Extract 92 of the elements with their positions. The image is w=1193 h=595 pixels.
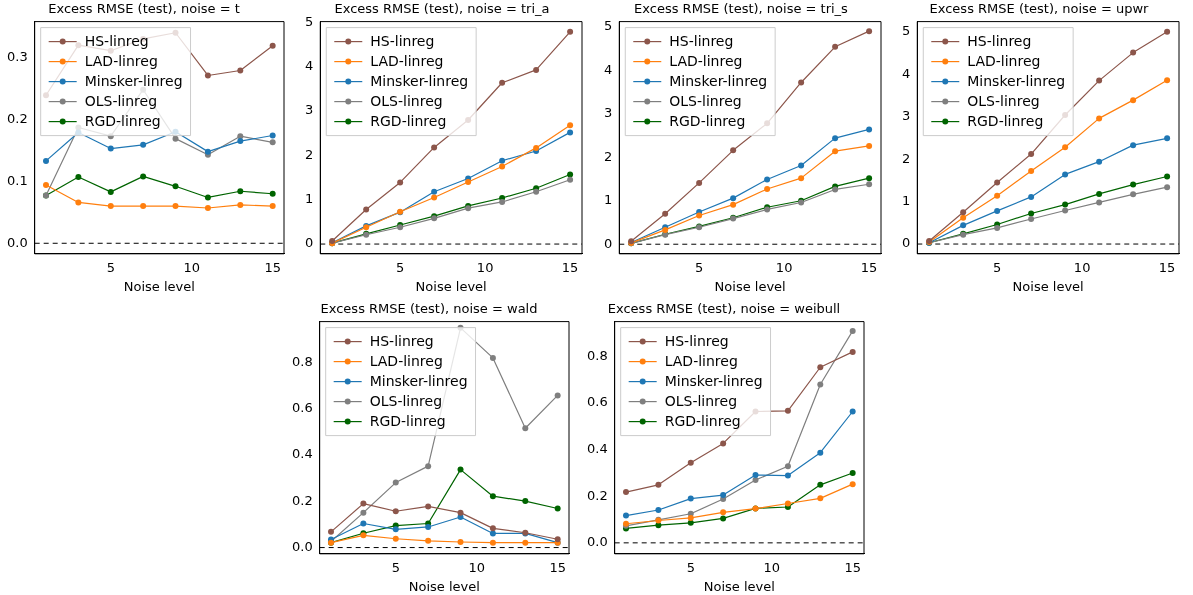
y-tick-label: 0.1 [6, 172, 28, 188]
x-axis-title: Noise level [714, 278, 786, 294]
y-tick-label: 0.2 [291, 492, 313, 508]
x-tick-label: 15 [860, 259, 878, 275]
y-tick-label: 4 [603, 61, 613, 77]
legend-label: LAD-linreg [370, 53, 444, 70]
chart-title: Excess RMSE (test), noise = upwr [929, 1, 1150, 17]
x-axis-title: Noise level [703, 578, 775, 594]
y-tick-label: 0.4 [586, 441, 608, 457]
y-tick-label: 2 [304, 146, 314, 162]
y-tick-label: 4 [304, 58, 314, 74]
legend-label: HS-linreg [967, 33, 1032, 50]
legend-label: HS-linreg [370, 33, 435, 50]
legend-label: OLS-linreg [369, 393, 443, 410]
x-tick-label: 10 [763, 559, 780, 575]
y-tick-label: 1 [603, 192, 613, 208]
legend-label: Minsker-linreg [669, 73, 768, 90]
x-tick-label: 15 [561, 259, 579, 275]
y-tick-label: 1 [901, 192, 911, 208]
y-tick-label: 2 [603, 148, 613, 164]
x-tick-label: 5 [396, 259, 405, 275]
y-tick-label: 3 [304, 102, 314, 118]
legend-label: RGD-linreg [370, 113, 447, 130]
y-tick-label: 0.0 [586, 534, 608, 550]
y-tick-label: 5 [603, 18, 613, 34]
x-tick-label: 10 [775, 259, 793, 275]
y-tick-label: 3 [901, 108, 911, 124]
legend-label: Minsker-linreg [369, 373, 468, 390]
y-tick-label: 0.2 [6, 110, 28, 126]
legend-label: HS-linreg [369, 333, 434, 350]
y-tick-label: 0.8 [586, 347, 608, 363]
legend-label: OLS-linreg [370, 93, 443, 110]
legend-label: OLS-linreg [967, 93, 1040, 110]
legend-label: LAD-linreg [84, 53, 158, 70]
x-tick-label: 15 [1158, 259, 1176, 275]
x-axis-title: Noise level [415, 278, 487, 294]
y-tick-label: 5 [901, 23, 911, 39]
y-tick-label: 0.6 [291, 400, 313, 416]
chart-title: Excess RMSE (test), noise = wald [320, 301, 538, 317]
y-tick-label: 4 [901, 65, 911, 81]
legend-label: RGD-linreg [369, 413, 446, 430]
legend-label: LAD-linreg [664, 353, 738, 370]
x-axis-title: Noise level [123, 278, 195, 294]
legend-label: RGD-linreg [967, 113, 1044, 130]
x-tick-label: 10 [183, 259, 200, 275]
x-tick-label: 5 [695, 259, 704, 275]
y-tick-label: 5 [304, 13, 314, 29]
legend-label: LAD-linreg [967, 53, 1041, 70]
legend-label: OLS-linreg [664, 393, 738, 410]
legend-label: LAD-linreg [369, 353, 443, 370]
legend-label: RGD-linreg [84, 113, 161, 130]
legend-label: LAD-linreg [669, 53, 743, 70]
x-tick-label: 15 [549, 559, 566, 575]
chart-title: Excess RMSE (test), noise = weibull [607, 301, 841, 317]
x-tick-label: 5 [993, 259, 1002, 275]
y-tick-label: 2 [901, 150, 911, 166]
legend-label: HS-linreg [84, 33, 149, 50]
legend-label: HS-linreg [664, 333, 729, 350]
y-tick-label: 0.4 [291, 446, 313, 462]
x-tick-label: 15 [264, 259, 281, 275]
y-tick-label: 0 [901, 235, 911, 251]
y-tick-label: 0 [304, 235, 314, 251]
y-tick-label: 0.2 [586, 487, 608, 503]
y-tick-label: 0.0 [291, 538, 313, 554]
chart-title: Excess RMSE (test), noise = tri_s [634, 1, 849, 17]
legend-label: RGD-linreg [664, 413, 741, 430]
legend-label: OLS-linreg [84, 93, 158, 110]
legend-label: RGD-linreg [669, 113, 746, 130]
x-tick-label: 10 [468, 559, 485, 575]
x-tick-label: 5 [106, 259, 115, 275]
legend-label: OLS-linreg [669, 93, 742, 110]
y-tick-label: 0.3 [6, 48, 28, 64]
x-tick-label: 10 [1073, 259, 1091, 275]
x-tick-label: 5 [391, 559, 400, 575]
legend-label: Minsker-linreg [967, 73, 1066, 90]
legend-label: Minsker-linreg [84, 73, 183, 90]
y-tick-label: 0 [603, 235, 613, 251]
x-tick-label: 5 [686, 559, 695, 575]
chart-title: Excess RMSE (test), noise = t [48, 1, 240, 17]
y-tick-label: 0.0 [6, 234, 28, 250]
y-tick-label: 1 [304, 191, 314, 207]
legend-label: HS-linreg [669, 33, 734, 50]
x-axis-title: Noise level [1012, 278, 1084, 294]
x-tick-label: 15 [844, 559, 861, 575]
y-tick-label: 0.6 [586, 394, 608, 410]
legend-label: Minsker-linreg [664, 373, 763, 390]
chart-title: Excess RMSE (test), noise = tri_a [334, 1, 550, 17]
y-tick-label: 3 [603, 105, 613, 121]
x-axis-title: Noise level [408, 578, 480, 594]
legend-label: Minsker-linreg [370, 73, 469, 90]
x-tick-label: 10 [476, 259, 494, 275]
y-tick-label: 0.8 [291, 353, 313, 369]
